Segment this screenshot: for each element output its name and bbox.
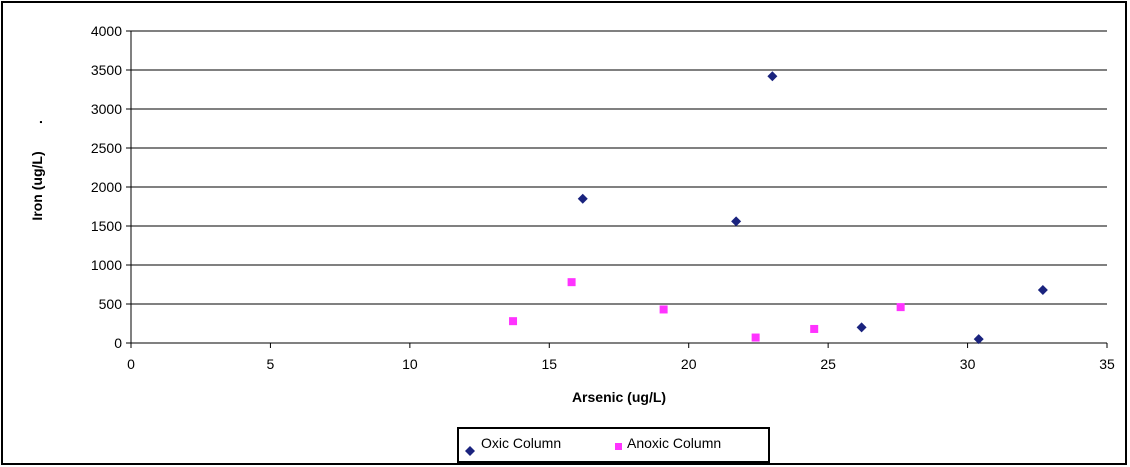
oxic-point [767,71,778,82]
x-tick-label: 30 [960,356,976,372]
x-tick-label: 10 [402,356,418,372]
legend: Oxic Column Anoxic Column [457,427,770,463]
legend-label-oxic: Oxic Column [481,435,561,451]
x-tick-label: 35 [1099,356,1115,372]
legend-box [457,427,770,463]
y-tick-label: 500 [99,296,123,312]
tick-labels: 0 500 1000 1500 2000 2500 3000 3500 4000 0 5 10 15 20… [91,23,1115,372]
oxic-point [856,322,867,333]
y-tick-label: 2000 [91,179,122,195]
x-tick-label: 25 [820,356,836,372]
legend-marker-anoxic [615,443,622,450]
axes [126,30,1108,348]
anoxic-point [567,278,576,287]
y-tick-label: 3000 [91,101,122,117]
y-tick-label: 1500 [91,218,122,234]
legend-label-anoxic: Anoxic Column [627,435,721,451]
anoxic-point [896,303,905,312]
oxic-point [577,193,588,204]
x-tick-label: 5 [267,356,275,372]
anoxic-point [509,317,518,326]
oxic-point [731,216,742,227]
x-tick-label: 15 [541,356,557,372]
y-tick-label: 2500 [91,140,122,156]
oxic-point [973,334,984,345]
data-points [509,71,1048,345]
y-tick-label: 3500 [91,62,122,78]
anoxic-point [659,305,668,314]
x-tick-label: 20 [681,356,697,372]
oxic-point [1037,284,1048,295]
y-axis-title: Iron (ug/L) [29,151,45,220]
y-tick-label: 0 [114,335,122,351]
x-tick-label: 0 [127,356,135,372]
x-axis-title: Arsenic (ug/L) [572,389,666,405]
y-tick-label: 1000 [91,257,122,273]
anoxic-point [810,324,819,333]
legend-marker-oxic [465,446,475,456]
anoxic-point [751,333,760,342]
y-tick-label: 4000 [91,23,122,39]
y-axis-title-suffix: . [29,120,45,124]
gridlines [131,30,1107,305]
